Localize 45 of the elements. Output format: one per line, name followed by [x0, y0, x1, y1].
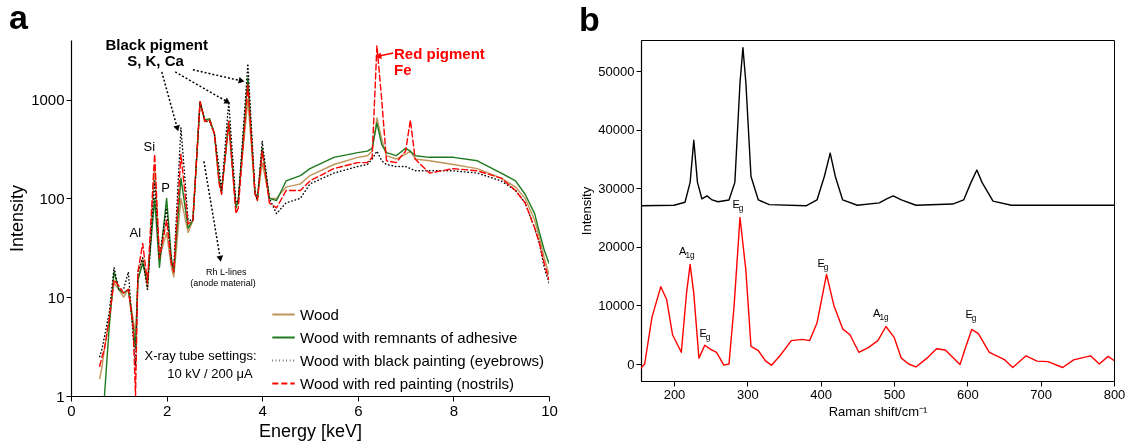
annotation: 10 kV / 200 μA [167, 366, 254, 381]
x-tick-label: 700 [1030, 386, 1053, 402]
y-tick-label: 10000 [598, 297, 635, 313]
legend-label: Wood with remnants of adhesive [300, 328, 518, 346]
annotation: (anode material) [190, 278, 256, 288]
y-tick-label: 1000 [31, 91, 65, 108]
annotation: Si [143, 139, 156, 154]
y-tick-label: 100 [39, 189, 65, 207]
x-axis-title: Raman shift/cm⁻¹ [828, 403, 928, 419]
chart-title: b [579, 0, 600, 38]
y-tick-label: 50000 [598, 63, 635, 79]
x-tick-label: 8 [449, 401, 459, 419]
line-series [641, 216, 1114, 369]
legend-label: Wood with black painting (eyebrows) [300, 351, 545, 369]
annotation: Al [129, 225, 142, 240]
annotation: Fe [394, 61, 412, 78]
x-tick-label: 6 [354, 401, 363, 419]
y-tick-label: 40000 [598, 122, 635, 138]
x-tick-label: 2 [162, 401, 172, 419]
legend-label: Wood with red painting (nostrils) [300, 374, 514, 392]
x-tick-label: 0 [67, 401, 76, 419]
chart-title: a [9, 0, 29, 36]
annotation: Rh L-lines [205, 267, 247, 277]
annotation: X-ray tube settings: [144, 348, 257, 363]
y-tick-label: 30000 [598, 180, 635, 196]
annotation: P [161, 180, 170, 195]
x-tick-label: 10 [541, 401, 558, 419]
annotation: S, K, Ca [127, 52, 185, 69]
x-tick-label: 600 [956, 386, 979, 402]
y-tick-label: 1 [56, 387, 65, 405]
legend-label: Wood [300, 305, 339, 323]
annotation: Red pigment [394, 45, 485, 62]
y-tick-label: 0 [627, 356, 635, 372]
y-tick-label: 10 [47, 288, 65, 306]
annotation: Black pigment [105, 36, 208, 53]
x-tick-label: 4 [258, 401, 267, 419]
x-tick-label: 200 [663, 386, 686, 402]
y-tick-label: 20000 [598, 239, 635, 255]
y-axis-title: Intensity [579, 186, 595, 236]
x-tick-label: 400 [810, 386, 833, 402]
x-tick-label: 500 [883, 386, 906, 402]
x-axis-title: Energy [keV] [258, 420, 363, 441]
x-tick-label: 800 [1103, 386, 1126, 402]
y-axis-title: Intensity [7, 184, 28, 253]
x-tick-label: 300 [736, 386, 759, 402]
